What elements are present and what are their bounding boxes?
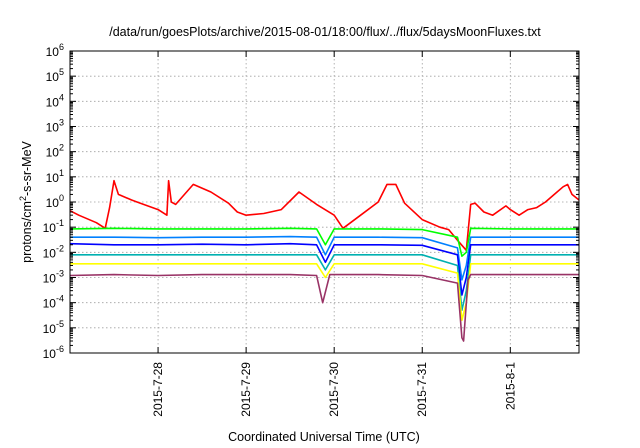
series-line-3 (70, 235, 579, 281)
y-axis-label-sup: 2 (18, 196, 28, 201)
series-line-4 (69, 242, 579, 296)
grid-layer (70, 51, 579, 353)
y-tick-label: 10-6 (43, 344, 64, 361)
series-layer (69, 179, 580, 342)
series-line-1 (69, 179, 580, 252)
y-tick-label: 104 (46, 92, 64, 109)
series-line-7 (69, 273, 579, 342)
x-axis-label: Coordinated Universal Time (UTC) (228, 430, 420, 444)
x-tick-label: 2015-7-28 (151, 362, 165, 417)
x-tick-label: 2015-7-30 (327, 362, 341, 417)
x-tick-label: 2015-7-31 (415, 362, 429, 417)
y-tick-label: 100 (46, 193, 64, 210)
tick-layer: 10-6 10-5 10-4 10-3 10-2 10-1 100 101 102 103 104 1… (43, 42, 579, 417)
series-line-6 (70, 263, 579, 322)
x-tick-label: 2015-8-1 (503, 362, 517, 410)
series-line-5 (70, 254, 579, 311)
y-tick-label: 105 (46, 67, 64, 84)
y-tick-label: 106 (46, 42, 64, 59)
y-axis-label-post: -s-sr-MeV (20, 140, 34, 196)
chart-title: /data/run/goesPlots/archive/2015-08-01/1… (109, 25, 541, 39)
y-tick-label: 102 (46, 143, 64, 160)
y-tick-label: 101 (46, 168, 64, 185)
y-tick-label: 10-1 (43, 218, 64, 235)
y-axis-label-pre: protons/cm (20, 201, 34, 263)
y-tick-label: 10-5 (43, 319, 64, 336)
y-tick-label: 103 (46, 118, 64, 135)
y-tick-label: 10-2 (43, 243, 64, 260)
y-tick-label: 10-3 (43, 269, 64, 286)
y-tick-label: 10-4 (43, 294, 64, 311)
series-line-2 (69, 227, 579, 257)
x-tick-label: 2015-7-29 (239, 362, 253, 417)
y-axis-label: protons/cm2-s-sr-MeV (18, 140, 34, 262)
